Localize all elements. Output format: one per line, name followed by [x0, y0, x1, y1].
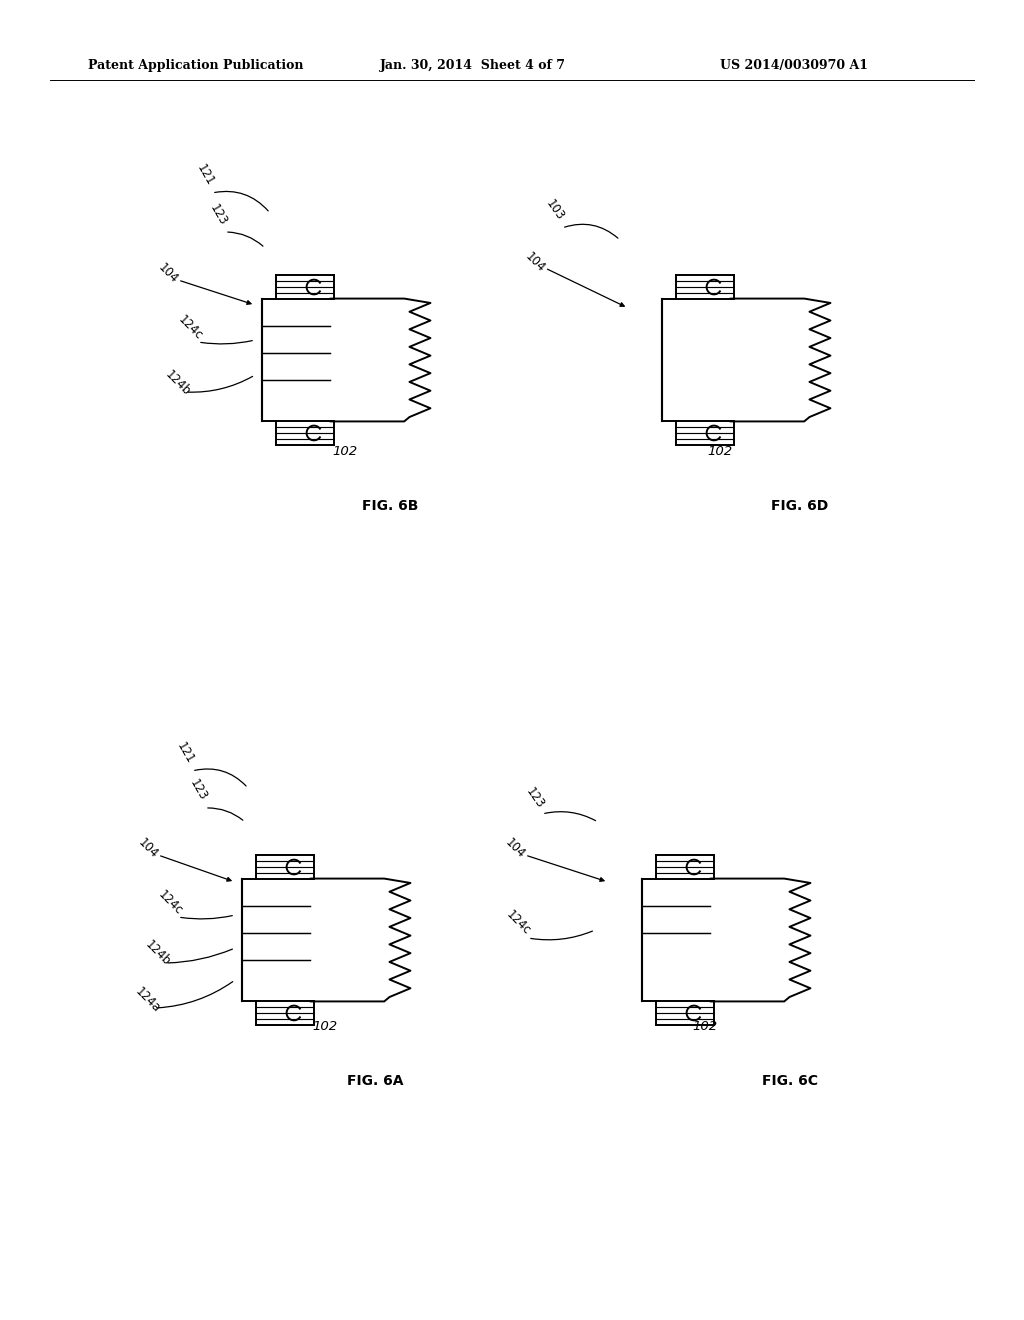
Text: US 2014/0030970 A1: US 2014/0030970 A1: [720, 59, 868, 73]
Text: 123: 123: [186, 777, 209, 803]
Text: 102: 102: [692, 1020, 718, 1034]
Text: 102: 102: [333, 445, 357, 458]
Text: 124b: 124b: [163, 367, 194, 399]
Text: 103: 103: [544, 197, 566, 223]
Text: 121: 121: [194, 162, 216, 187]
Text: 121: 121: [174, 741, 197, 766]
Text: FIG. 6A: FIG. 6A: [347, 1074, 403, 1088]
Text: 102: 102: [708, 445, 732, 458]
Text: 104: 104: [503, 836, 527, 861]
Text: 104: 104: [135, 836, 161, 861]
Text: Patent Application Publication: Patent Application Publication: [88, 59, 303, 73]
Text: 104: 104: [522, 249, 548, 275]
Text: 124c: 124c: [156, 888, 184, 917]
Text: FIG. 6B: FIG. 6B: [361, 499, 418, 513]
Text: 123: 123: [207, 202, 229, 228]
Text: FIG. 6C: FIG. 6C: [762, 1074, 818, 1088]
Text: 102: 102: [312, 1020, 338, 1034]
Text: 124b: 124b: [142, 937, 173, 968]
Text: 123: 123: [523, 785, 547, 810]
Text: FIG. 6D: FIG. 6D: [771, 499, 828, 513]
Text: 124c: 124c: [503, 908, 532, 939]
Text: 124c: 124c: [175, 313, 205, 343]
Text: 124a: 124a: [133, 985, 163, 1015]
Text: Jan. 30, 2014  Sheet 4 of 7: Jan. 30, 2014 Sheet 4 of 7: [380, 59, 566, 73]
Text: 104: 104: [156, 261, 180, 286]
